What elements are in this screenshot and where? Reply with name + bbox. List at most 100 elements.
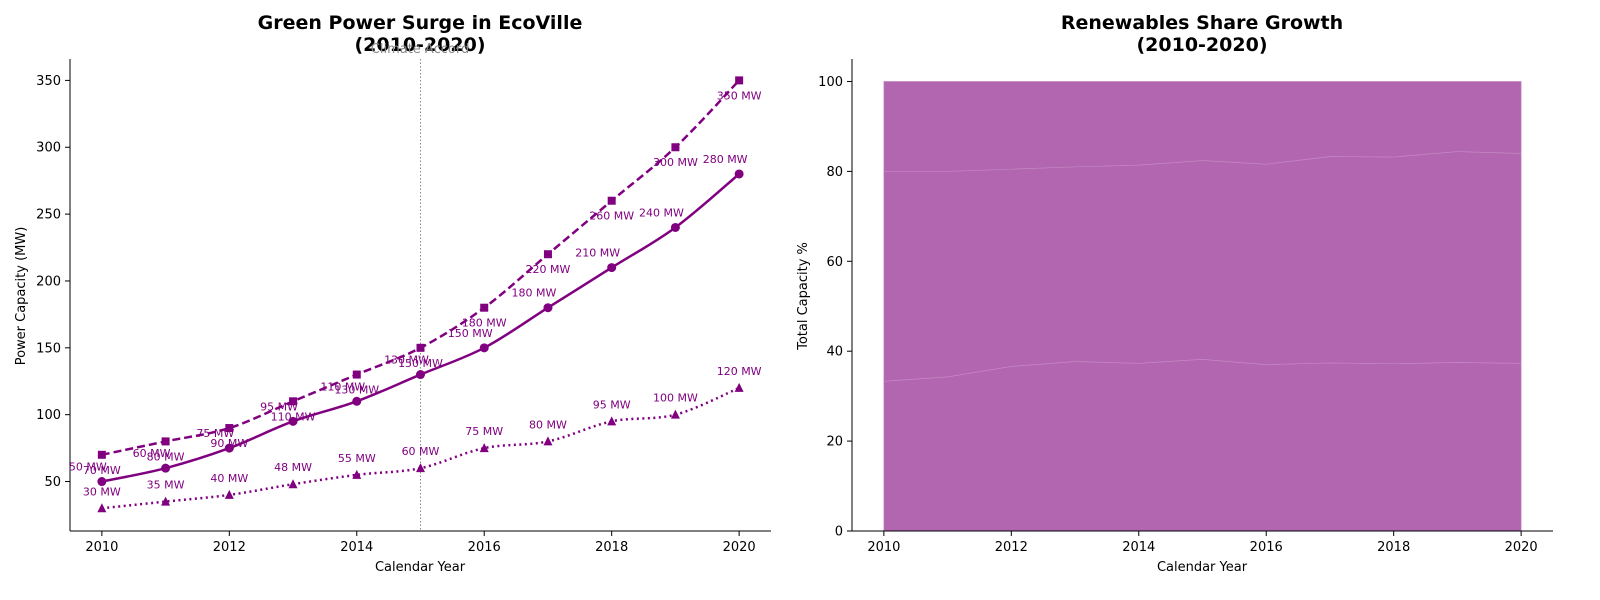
left-chart-title-line2: (2010-2020) xyxy=(354,34,485,56)
right-y-tick-label-20: 20 xyxy=(826,435,843,450)
data-label-dashed-2011: 80 MW xyxy=(147,450,185,463)
data-label-dashed-2010: 70 MW xyxy=(83,464,121,477)
right-y-tick-label-80: 80 xyxy=(826,165,843,180)
data-point-solid-2013 xyxy=(288,416,298,426)
left-x-axis-label: Calendar Year xyxy=(375,560,466,575)
data-point-dotted-2014 xyxy=(352,469,362,479)
data-label-dotted-2014: 55 MW xyxy=(338,452,376,465)
data-label-solid-2018: 210 MW xyxy=(575,247,620,260)
left-y-tick-label-250: 250 xyxy=(36,208,61,223)
data-label-solid-2015: 130 MW xyxy=(384,354,429,367)
right-y-tick-label-60: 60 xyxy=(826,255,843,270)
left-y-tick-label-200: 200 xyxy=(36,274,61,289)
left-x-tick-label-2018: 2018 xyxy=(595,540,628,555)
data-point-dashed-2011 xyxy=(161,437,170,446)
data-label-dashed-2013: 110 MW xyxy=(271,410,316,423)
data-label-dotted-2011: 35 MW xyxy=(147,479,185,492)
left-x-tick-label-2010: 2010 xyxy=(85,540,118,555)
data-point-solid-2010 xyxy=(97,477,107,487)
annotation-climate-accord: Climate Accord xyxy=(371,42,469,57)
right-x-axis-label: Calendar Year xyxy=(1157,560,1248,575)
data-point-dashed-2018 xyxy=(607,196,616,205)
left-chart-capacity: Green Power Surge in EcoVille (2010-2020… xyxy=(14,12,771,575)
data-point-dotted-2015 xyxy=(416,463,425,473)
data-label-dotted-2020: 120 MW xyxy=(717,365,762,378)
data-label-dotted-2017: 80 MW xyxy=(529,418,567,431)
right-chart-title-line2: (2010-2020) xyxy=(1136,34,1267,56)
right-x-tick-label-2012: 2012 xyxy=(995,540,1028,555)
data-point-dotted-2010 xyxy=(97,503,107,513)
data-point-solid-2015 xyxy=(416,370,425,380)
left-series-dotted: 30 MW 35 MW 40 MW 48 MW 55 MW 60 MW 75 MW 80 MW… xyxy=(83,365,762,513)
data-point-dotted-2016 xyxy=(479,443,489,453)
data-point-dotted-2018 xyxy=(607,416,617,426)
right-chart-share: Renewables Share Growth (2010-2020) 2010… xyxy=(796,12,1553,575)
area-band-1 xyxy=(883,358,1522,532)
left-x-tick-label-2012: 2012 xyxy=(213,540,246,555)
data-label-dotted-2013: 48 MW xyxy=(274,461,312,474)
data-point-dotted-2013 xyxy=(288,479,298,489)
data-label-solid-2019: 240 MW xyxy=(639,206,684,219)
right-x-tick-label-2018: 2018 xyxy=(1377,540,1410,555)
left-y-tick-label-50: 50 xyxy=(44,475,61,490)
right-x-tick-label-2010: 2010 xyxy=(867,540,900,555)
left-series-line-dashed xyxy=(101,79,741,457)
data-point-solid-2014 xyxy=(352,396,362,406)
data-point-dashed-2012 xyxy=(225,424,234,433)
left-x-tick-label-2014: 2014 xyxy=(340,540,373,555)
data-label-solid-2011: 60 MW xyxy=(133,447,171,460)
data-point-solid-2011 xyxy=(161,463,171,473)
right-x-tick-label-2020: 2020 xyxy=(1505,540,1538,555)
area-band-3 xyxy=(883,81,1522,172)
right-y-tick-label-0: 0 xyxy=(835,525,843,540)
data-point-solid-2020 xyxy=(734,169,744,179)
data-label-solid-2014: 110 MW xyxy=(320,380,365,393)
area-band-2 xyxy=(883,151,1522,382)
data-label-dashed-2012: 90 MW xyxy=(210,437,248,450)
data-label-dotted-2019: 100 MW xyxy=(653,392,698,405)
data-point-dotted-2011 xyxy=(161,496,171,506)
data-point-solid-2017 xyxy=(543,303,553,313)
data-label-solid-2017: 180 MW xyxy=(512,287,557,300)
data-point-solid-2019 xyxy=(670,222,680,232)
left-x-tick-label-2020: 2020 xyxy=(723,540,756,555)
data-label-dotted-2010: 30 MW xyxy=(83,485,121,498)
right-y-axis-label: Total Capacity % xyxy=(796,242,811,351)
data-point-dotted-2019 xyxy=(670,409,680,419)
left-y-tick-label-100: 100 xyxy=(36,408,61,423)
data-label-dashed-2018: 260 MW xyxy=(589,210,634,223)
data-label-dotted-2018: 95 MW xyxy=(593,398,631,411)
data-label-dotted-2012: 40 MW xyxy=(210,472,248,485)
data-point-dashed-2014 xyxy=(352,370,361,379)
data-point-solid-2016 xyxy=(479,343,489,353)
left-y-tick-label-150: 150 xyxy=(36,341,61,356)
data-point-solid-2012 xyxy=(224,443,234,453)
left-x-tick-label-2016: 2016 xyxy=(468,540,501,555)
data-point-dashed-2020 xyxy=(735,76,744,85)
data-point-dotted-2012 xyxy=(224,489,234,499)
data-point-dotted-2020 xyxy=(734,382,744,392)
data-point-dashed-2017 xyxy=(543,250,552,259)
data-label-solid-2020: 280 MW xyxy=(703,153,748,166)
data-label-dotted-2016: 75 MW xyxy=(465,425,503,438)
data-point-dashed-2013 xyxy=(289,397,298,406)
data-label-dashed-2020: 350 MW xyxy=(717,89,762,102)
right-x-tick-label-2014: 2014 xyxy=(1122,540,1155,555)
right-y-tick-label-100: 100 xyxy=(818,75,843,90)
data-label-dashed-2014: 130 MW xyxy=(334,384,379,397)
left-y-axis-label: Power Capacity (MW) xyxy=(14,227,29,366)
left-y-tick-label-350: 350 xyxy=(36,74,61,89)
left-chart-title-line1: Green Power Surge in EcoVille xyxy=(258,12,583,34)
data-label-dotted-2015: 60 MW xyxy=(402,445,440,458)
data-label-solid-2016: 150 MW xyxy=(448,327,493,340)
data-point-dotted-2017 xyxy=(543,436,553,446)
data-label-dashed-2016: 180 MW xyxy=(462,317,507,330)
data-point-dashed-2016 xyxy=(480,303,489,312)
data-label-dashed-2017: 220 MW xyxy=(526,263,571,276)
data-label-dashed-2019: 300 MW xyxy=(653,156,698,169)
data-point-dashed-2019 xyxy=(671,143,680,152)
data-label-solid-2010: 50 MW xyxy=(69,461,107,474)
left-y-tick-label-300: 300 xyxy=(36,141,61,156)
